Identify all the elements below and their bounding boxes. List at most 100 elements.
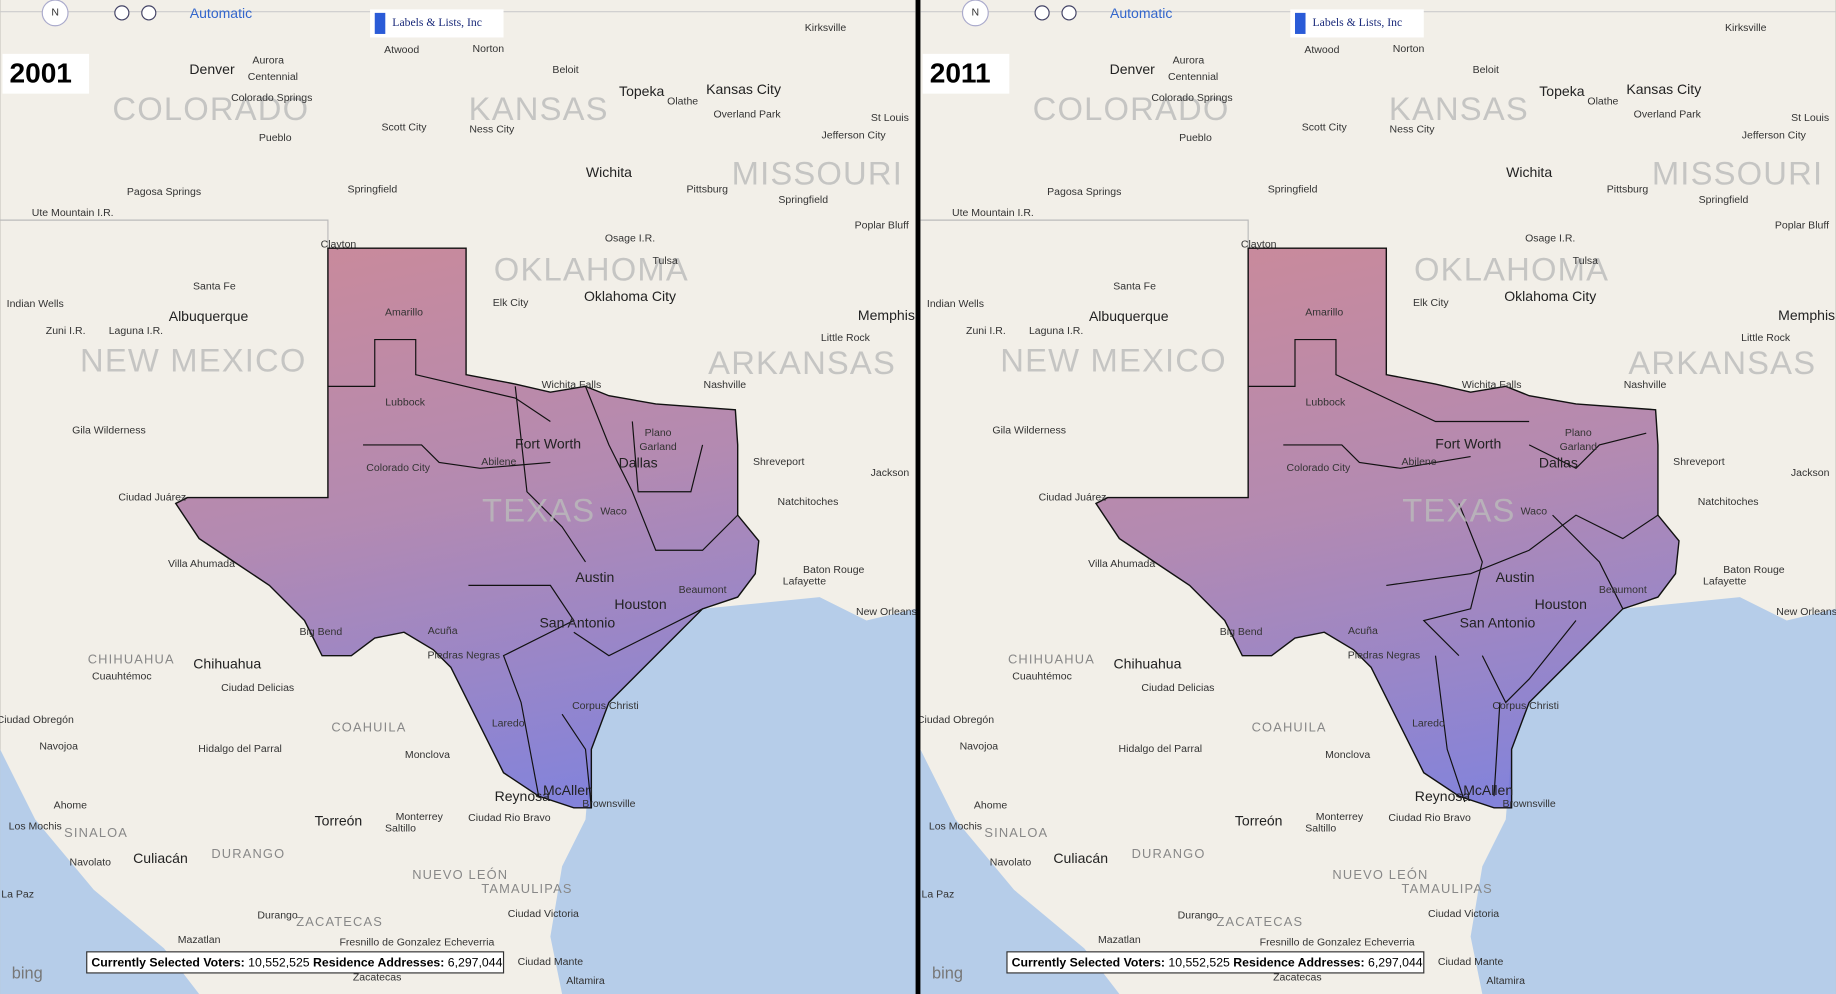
city-label: Albuquerque	[169, 308, 249, 324]
zoom-in[interactable]	[141, 5, 157, 21]
city-label: Pagosa Springs	[1047, 186, 1121, 198]
city-label: New Orleans	[1776, 606, 1836, 618]
year-label: 2011	[930, 57, 991, 88]
zoom-in[interactable]	[1061, 5, 1077, 21]
logo-mark	[374, 12, 386, 34]
city-label: Altamira	[566, 975, 605, 987]
pacific-water	[0, 749, 200, 994]
state-label: ARKANSAS	[708, 344, 896, 381]
map-mode[interactable]: Automatic	[190, 5, 252, 21]
city-label: New Orleans	[856, 606, 917, 618]
city-label: Pittsburg	[1607, 183, 1649, 195]
city-label: Fresnillo de Gonzalez Echeverria	[1260, 936, 1415, 948]
zoom-out[interactable]	[1034, 5, 1050, 21]
gulf-water	[550, 597, 916, 994]
district-boundary	[561, 713, 592, 808]
district-boundary	[468, 584, 575, 797]
city-label: Chihuahua	[193, 656, 261, 672]
city-label: Pueblo	[259, 132, 292, 144]
city-label: Osage I.R.	[1525, 233, 1575, 245]
city-label: Fresnillo de Gonzalez Echeverria	[339, 936, 494, 948]
logo-mark	[1294, 12, 1306, 34]
city-label: Aurora	[1173, 55, 1205, 67]
state-label: COAHUILA	[1252, 720, 1327, 735]
city-label: Corpus Christi	[1492, 700, 1559, 712]
city-label: Amarillo	[385, 306, 423, 318]
city-label: Navolato	[990, 857, 1032, 869]
state-label: SINALOA	[984, 825, 1048, 840]
city-label: Laguna I.R.	[109, 325, 163, 337]
city-label: Los Mochis	[929, 820, 982, 832]
city-label: Springfield	[348, 183, 398, 195]
state-label: TEXAS	[482, 491, 595, 528]
city-label: St Louis	[1791, 112, 1829, 124]
city-label: Olathe	[1587, 96, 1618, 108]
year-label: 2001	[9, 57, 71, 88]
city-label: Laredo	[492, 717, 525, 729]
state-label: COLORADO	[112, 90, 309, 127]
gulf-water	[1470, 597, 1836, 994]
state-label: ARKANSAS	[1628, 344, 1816, 381]
city-label: Topeka	[619, 83, 664, 99]
city-label: Beaumont	[679, 584, 727, 596]
city-label: Austin	[1496, 569, 1535, 585]
city-label: Lafayette	[1703, 576, 1746, 588]
city-label: Abilene	[1402, 456, 1437, 468]
city-label: Wichita Falls	[542, 379, 602, 391]
city-label: Denver	[1110, 61, 1156, 77]
city-label: Baton Rouge	[1723, 564, 1785, 576]
map-panel: COLORADO KANSAS MISSOURI OKLAHOMA NEW MEXICO…	[917, 0, 1836, 994]
city-label: Dallas	[619, 454, 658, 470]
map-mode[interactable]: Automatic	[1110, 5, 1172, 21]
city-label: Ute Mountain I.R.	[952, 207, 1034, 219]
district-boundary	[514, 386, 586, 563]
city-label: Ahome	[54, 799, 87, 811]
status-voters: 10,552,525	[1168, 956, 1233, 970]
city-label: Lafayette	[783, 576, 826, 588]
state-label: OKLAHOMA	[494, 250, 689, 287]
city-label: Topeka	[1539, 83, 1584, 99]
bing-logo: bing	[12, 964, 43, 982]
state-label: MISSOURI	[732, 154, 903, 191]
city-label: Osage I.R.	[605, 233, 655, 245]
city-label: Oklahoma City	[584, 288, 676, 304]
city-label: Scott City	[382, 121, 428, 133]
texas-districts	[174, 247, 760, 809]
city-label: Acuña	[1348, 625, 1378, 637]
state-label: CHIHUAHUA	[1008, 652, 1095, 667]
city-label: Overland Park	[1634, 109, 1702, 121]
city-label: Houston	[1535, 596, 1587, 612]
city-label: Springfield	[1268, 183, 1318, 195]
city-label: Zuni I.R.	[966, 325, 1006, 337]
city-label: Navojoa	[39, 741, 78, 753]
zoom-out[interactable]	[114, 5, 130, 21]
city-label: Kansas City	[1626, 81, 1701, 97]
state-label: NEW MEXICO	[80, 342, 307, 379]
city-label: Brownsville	[1503, 798, 1556, 810]
city-label: Altamira	[1486, 975, 1525, 987]
compass[interactable]	[41, 0, 69, 27]
city-label: McAllen	[543, 782, 593, 798]
compass[interactable]	[961, 0, 989, 27]
state-label: CHIHUAHUA	[88, 652, 175, 667]
state-label: MISSOURI	[1652, 154, 1823, 191]
city-label: Corpus Christi	[572, 700, 639, 712]
city-label: Baton Rouge	[803, 564, 865, 576]
city-label: Dallas	[1539, 454, 1578, 470]
city-label: Jefferson City	[1742, 130, 1807, 142]
status-addresses: 6,297,044	[1368, 956, 1423, 970]
city-label: Pagosa Springs	[127, 186, 201, 198]
city-label: Cuauhtémoc	[92, 670, 152, 682]
city-label: Wichita	[586, 164, 632, 180]
city-label: Plano	[645, 427, 672, 439]
city-label: Indian Wells	[927, 298, 984, 310]
status-text: Currently Selected Voters: 10,552,525 Re…	[91, 956, 502, 970]
state-label: NEW MEXICO	[1000, 342, 1227, 379]
state-label: NUEVO LEÓN	[412, 867, 508, 882]
status-voters-label: Currently Selected Voters:	[1012, 956, 1169, 970]
city-label: Ciudad Rio Bravo	[1388, 812, 1471, 824]
city-label: Monterrey	[396, 811, 444, 823]
city-label: Piedras Negras	[1348, 649, 1420, 661]
city-label: Nashville	[703, 379, 746, 391]
